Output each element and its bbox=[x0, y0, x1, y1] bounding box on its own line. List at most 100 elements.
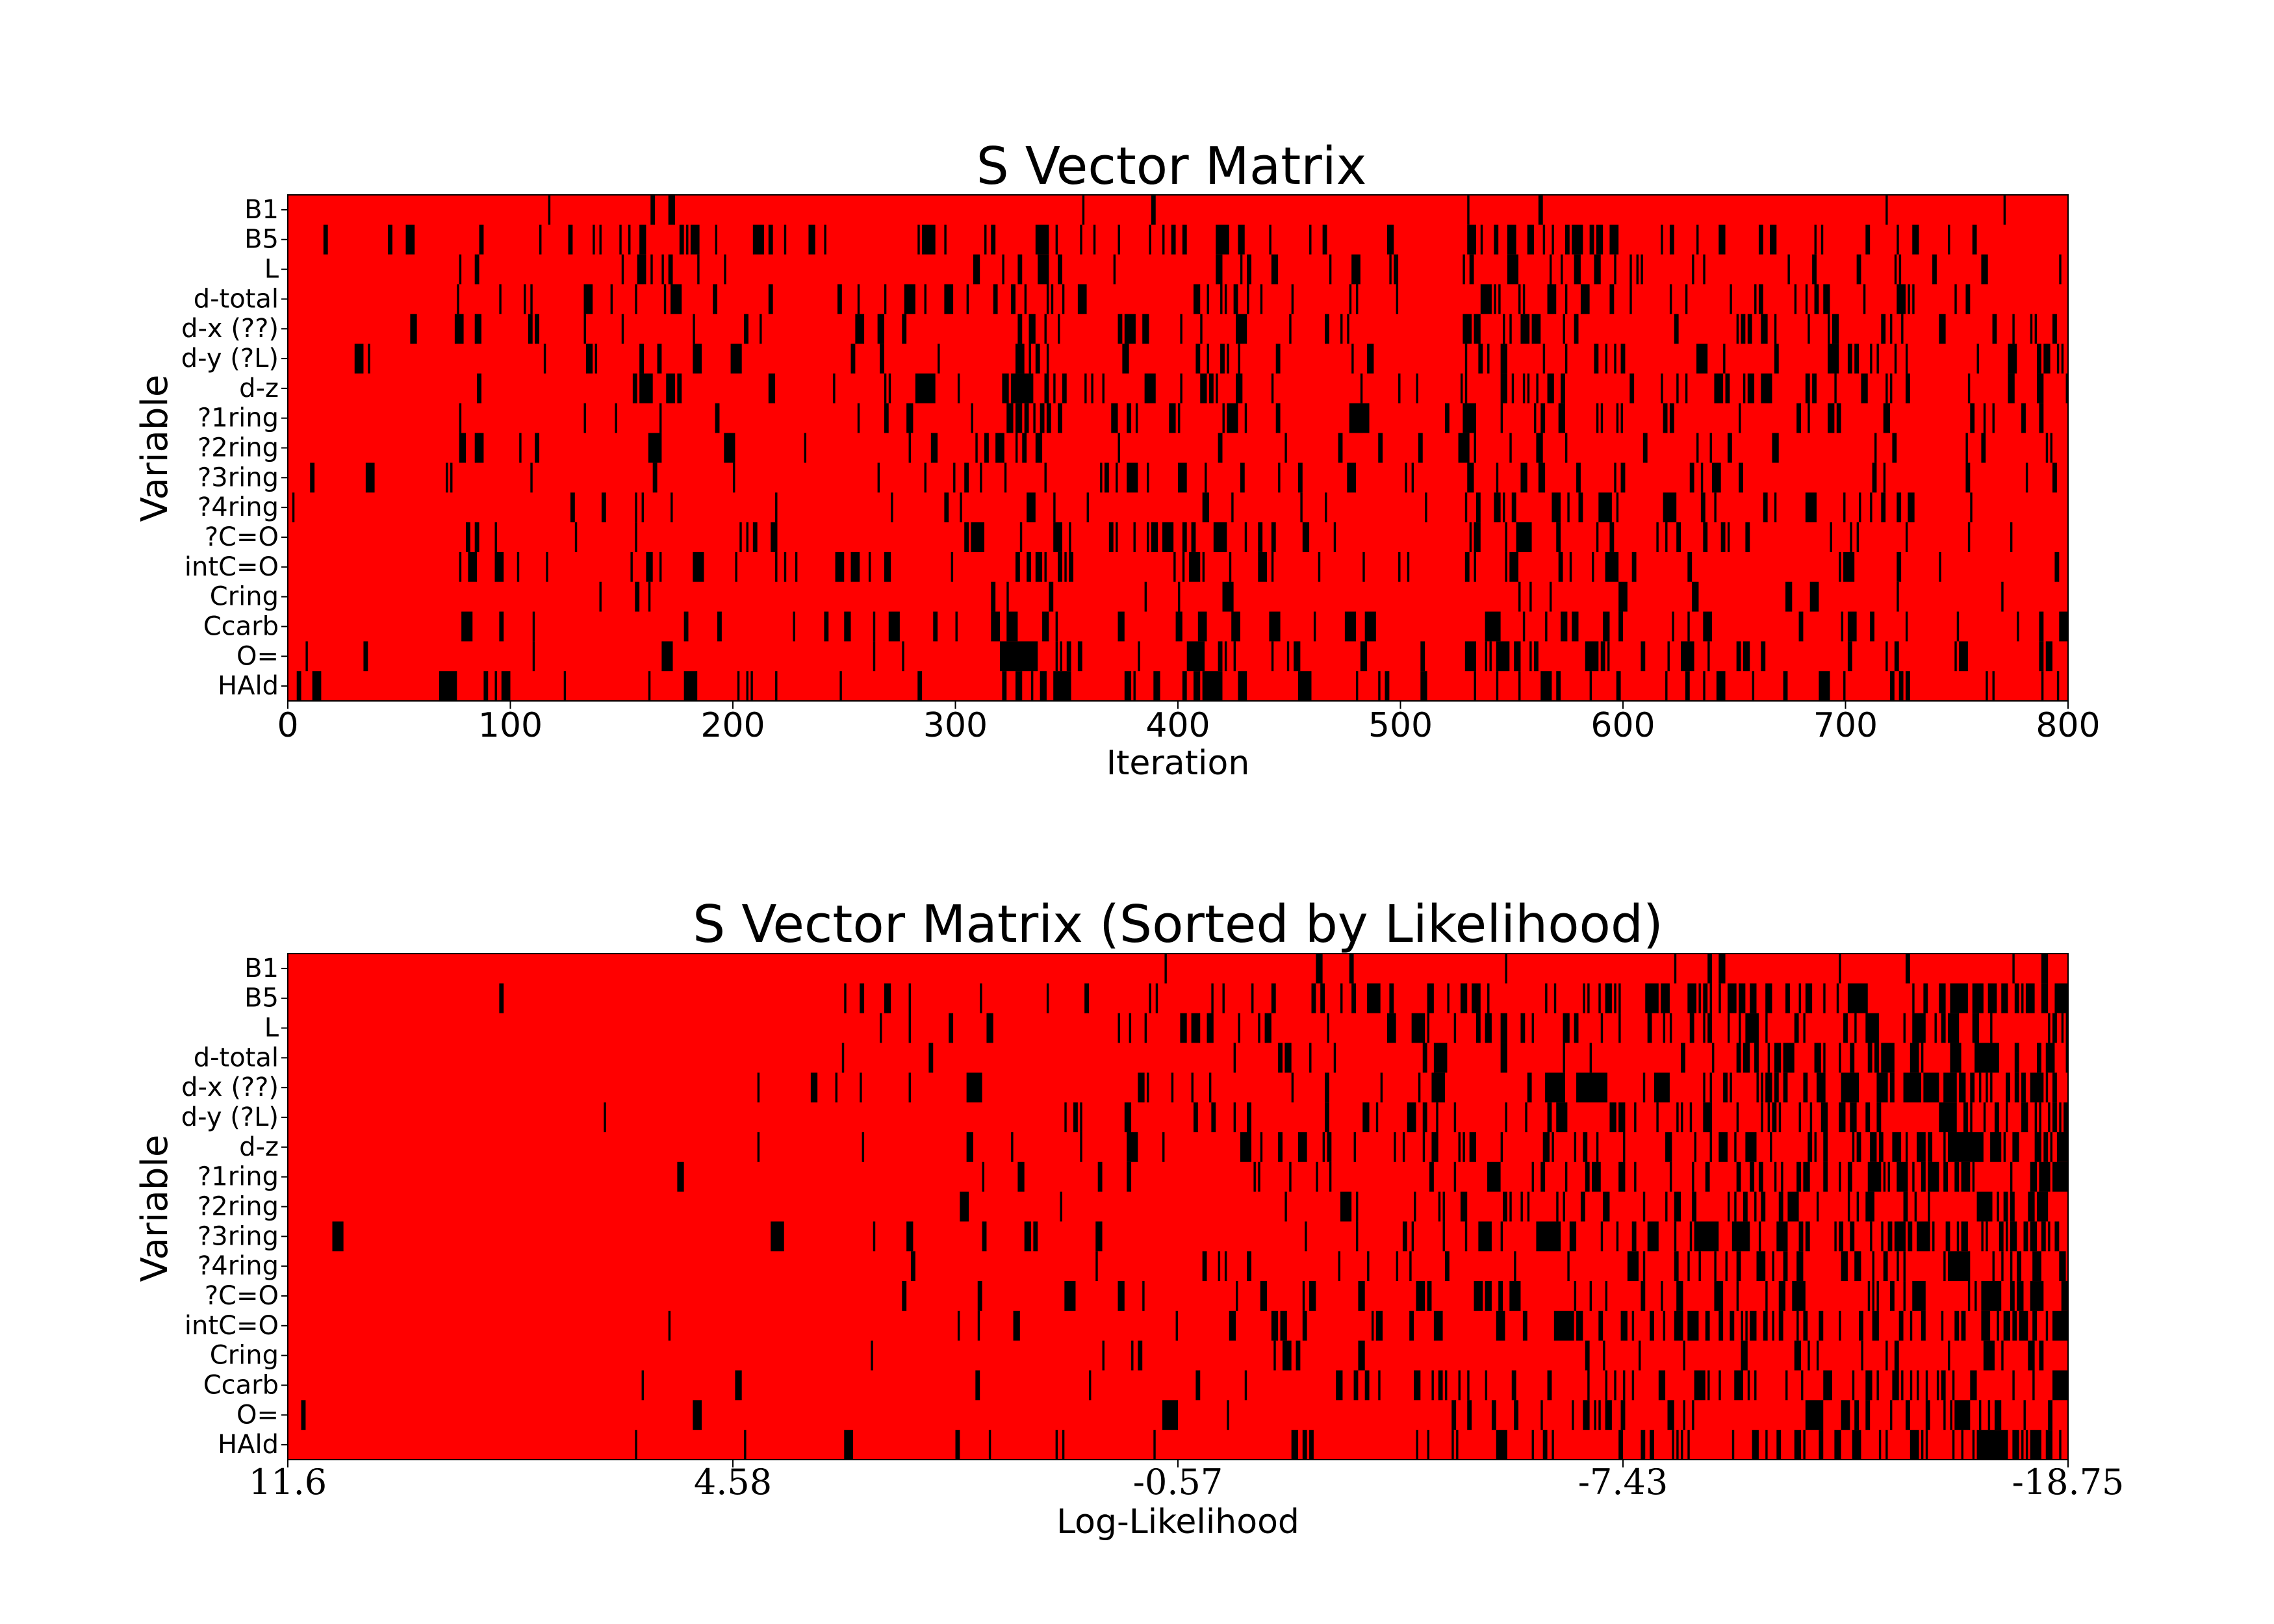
heatmap-cell-run bbox=[1191, 1072, 1194, 1103]
heatmap-cell-run bbox=[2045, 1072, 2049, 1103]
heatmap-cell-run bbox=[1696, 433, 1699, 463]
heatmap-cell-run bbox=[1496, 463, 1499, 493]
heatmap-cell-run bbox=[1487, 983, 1490, 1013]
heatmap-cell-run bbox=[1325, 1072, 1329, 1103]
heatmap-cell-run bbox=[1180, 373, 1182, 403]
heatmap-cell-run bbox=[2061, 344, 2064, 374]
heatmap-cell-run bbox=[1402, 1221, 1407, 1252]
x-tick-label: 100 bbox=[478, 706, 543, 745]
heatmap-cell-run bbox=[2010, 1221, 2017, 1252]
heatmap-cell-run bbox=[1205, 463, 1207, 493]
y-axis-label-top: Variable bbox=[134, 375, 176, 522]
heatmap-cell-run bbox=[1614, 1370, 1616, 1401]
heatmap-cell-run bbox=[915, 373, 936, 403]
heatmap-cell-run bbox=[1616, 1221, 1619, 1252]
heatmap-cell-run bbox=[1531, 1013, 1534, 1043]
heatmap-cell-run bbox=[1505, 552, 1507, 582]
heatmap-cell-run bbox=[2008, 344, 2017, 374]
heatmap-background bbox=[288, 954, 2068, 1460]
heatmap-cell-run bbox=[1494, 224, 1499, 255]
heatmap-cell-run bbox=[1910, 1310, 1913, 1341]
heatmap-cell-run bbox=[1589, 1043, 1592, 1073]
heatmap-cell-run bbox=[1420, 671, 1427, 701]
heatmap-cell-run bbox=[1828, 314, 1830, 344]
heatmap-cell-run bbox=[906, 1221, 913, 1252]
heatmap-cell-run bbox=[1297, 463, 1303, 493]
y-tick-label: O= bbox=[236, 1400, 279, 1430]
heatmap-cell-run bbox=[1905, 954, 1910, 983]
heatmap-cell-run bbox=[1222, 403, 1225, 433]
heatmap-cell-run bbox=[1796, 1251, 1804, 1282]
heatmap-cell-run bbox=[1809, 1102, 1813, 1132]
heatmap-cell-run bbox=[1970, 1072, 1975, 1103]
heatmap-cell-run bbox=[1878, 1132, 1884, 1162]
heatmap-cell-run bbox=[1894, 1221, 1906, 1252]
heatmap-cell-run bbox=[2048, 1221, 2050, 1252]
heatmap-cell-run bbox=[1812, 373, 1817, 403]
x-axis-label-top: Iteration bbox=[1106, 744, 1250, 783]
heatmap-cell-run bbox=[1681, 1043, 1685, 1073]
heatmap-cell-run bbox=[1650, 1310, 1654, 1341]
y-tick-label: d-z bbox=[239, 374, 279, 403]
heatmap-cell-run bbox=[1396, 284, 1399, 314]
heatmap-cell-run bbox=[1885, 641, 1888, 672]
heatmap-cell-run bbox=[775, 671, 778, 701]
heatmap-cell-run bbox=[1986, 1072, 1988, 1103]
heatmap-cell-run bbox=[2010, 522, 2013, 552]
heatmap-cell-run bbox=[837, 284, 842, 314]
heatmap-cell-run bbox=[1808, 1132, 1813, 1162]
y-tick-label: d-total bbox=[194, 284, 279, 314]
heatmap-cell-run bbox=[715, 224, 718, 255]
heatmap-cell-run bbox=[1015, 433, 1018, 463]
heatmap-cell-run bbox=[1480, 284, 1492, 314]
heatmap-cell-run bbox=[1411, 463, 1414, 493]
heatmap-cell-run bbox=[1378, 1370, 1381, 1401]
heatmap-cell-run bbox=[1805, 983, 1813, 1013]
heatmap-cell-run bbox=[1389, 254, 1392, 285]
heatmap-cell-run bbox=[1992, 403, 1995, 433]
x-tick-label: 11.6 bbox=[249, 1462, 327, 1503]
heatmap-cell-run bbox=[1438, 1191, 1441, 1222]
heatmap-cell-run bbox=[1897, 1251, 1899, 1282]
heatmap-cell-run bbox=[1316, 1161, 1318, 1192]
heatmap-cell-run bbox=[1000, 641, 1038, 672]
heatmap-cell-run bbox=[1600, 1013, 1603, 1043]
heatmap-cell-run bbox=[1011, 373, 1034, 403]
heatmap-cell-run bbox=[1745, 1013, 1759, 1043]
heatmap-cell-run bbox=[1336, 1370, 1343, 1401]
heatmap-cell-run bbox=[977, 1281, 982, 1311]
heatmap-cell-run bbox=[1429, 1161, 1434, 1192]
heatmap-cell-run bbox=[1202, 492, 1209, 523]
heatmap-cell-run bbox=[1981, 1310, 1991, 1341]
heatmap-cell-run bbox=[1042, 611, 1049, 642]
heatmap-cell-run bbox=[1231, 611, 1240, 642]
heatmap-cell-run bbox=[902, 641, 904, 672]
heatmap-cell-run bbox=[850, 552, 860, 582]
heatmap-cell-run bbox=[917, 671, 923, 701]
heatmap-cell-run bbox=[2021, 1430, 2024, 1460]
heatmap-cell-run bbox=[1605, 1400, 1612, 1430]
heatmap-cell-run bbox=[1182, 522, 1187, 552]
heatmap-cell-run bbox=[1416, 373, 1418, 403]
heatmap-cell-run bbox=[1948, 1013, 1960, 1043]
heatmap-cell-run bbox=[1006, 611, 1018, 642]
heatmap-cell-run bbox=[1322, 1132, 1325, 1162]
heatmap-cell-run bbox=[1118, 611, 1125, 642]
heatmap-cell-run bbox=[604, 1102, 606, 1132]
heatmap-cell-run bbox=[1503, 1191, 1507, 1222]
heatmap-cell-run bbox=[884, 983, 891, 1013]
heatmap-cell-run bbox=[1736, 1102, 1739, 1132]
heatmap-cell-run bbox=[884, 552, 891, 582]
heatmap-cell-run bbox=[2034, 1132, 2041, 1162]
heatmap-cell-run bbox=[1731, 1221, 1750, 1252]
chart-title-top: S Vector Matrix bbox=[977, 136, 1367, 196]
heatmap-cell-run bbox=[1338, 1251, 1341, 1282]
heatmap-cell-run bbox=[1438, 1370, 1443, 1401]
heatmap-cell-run bbox=[884, 284, 887, 314]
heatmap-cell-run bbox=[1325, 492, 1327, 523]
heatmap-cell-run bbox=[1910, 1370, 1913, 1401]
heatmap-cell-run bbox=[1398, 373, 1401, 403]
heatmap-cell-run bbox=[1275, 344, 1281, 374]
heatmap-cell-run bbox=[1745, 1310, 1748, 1341]
heatmap-cell-run bbox=[1520, 1013, 1526, 1043]
